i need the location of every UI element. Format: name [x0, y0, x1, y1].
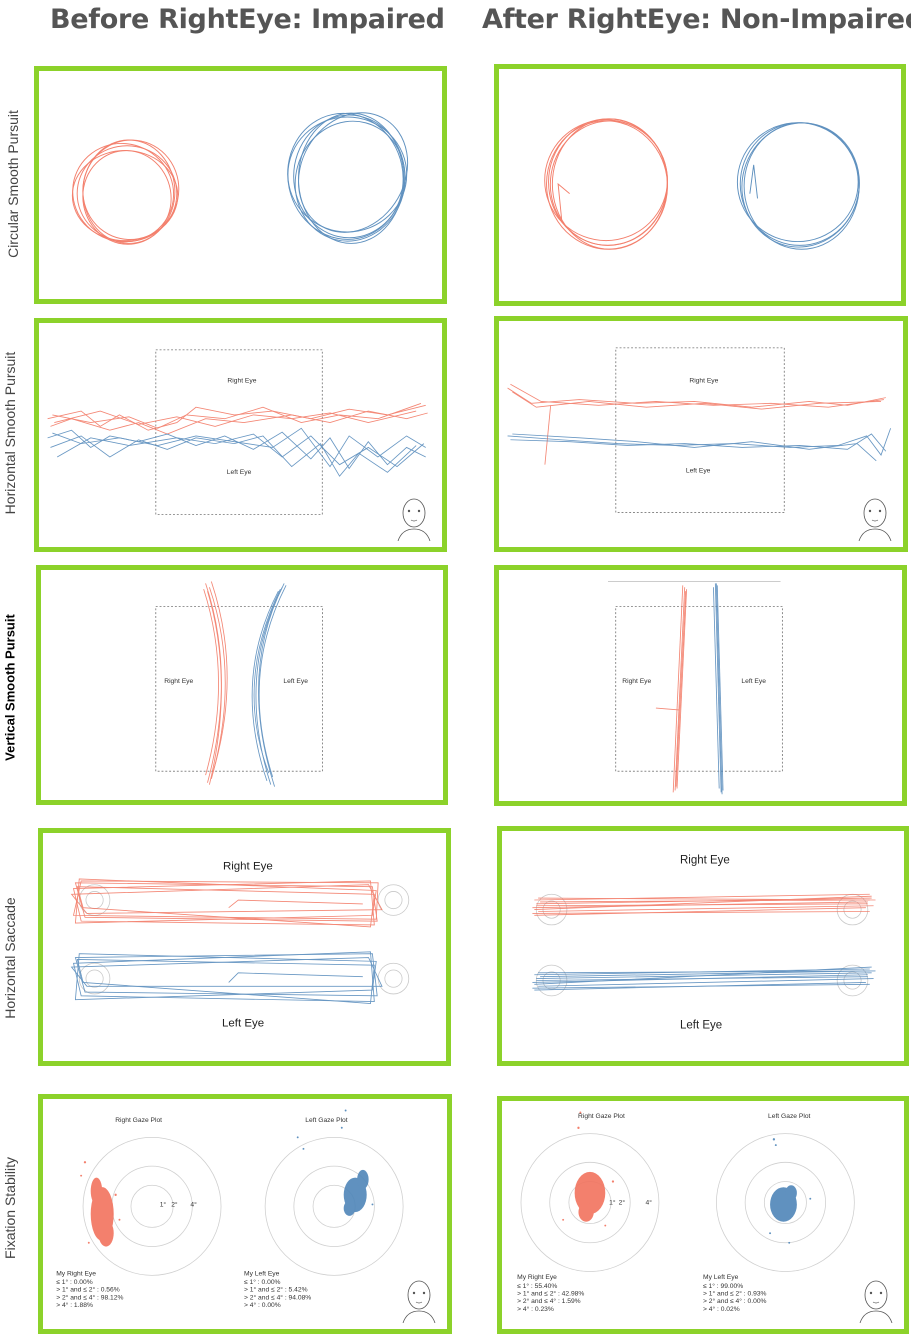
- before-right-stat-2: > 2° and ≤ 4° : 98.12%: [56, 1293, 123, 1301]
- before-circular-panel: [34, 66, 447, 304]
- right-eye-label: Right Eye: [689, 377, 718, 384]
- before-horizontal-pursuit-panel: Right Eye Left Eye: [34, 318, 447, 552]
- after-left-stat-2: > 2° and ≤ 4° : 0.00%: [703, 1297, 767, 1305]
- after-horizontal-pursuit-plot: Right Eye Left Eye: [507, 347, 892, 514]
- before-fixation-plot: Right Gaze Plot Left Gaze Plot 1° 2° 4° …: [56, 1109, 404, 1309]
- left-eye-label: Left Eye: [222, 1018, 264, 1030]
- before-right-stat-3: > 4° : 1.88%: [56, 1301, 93, 1309]
- left-eye-label: Left Eye: [680, 1019, 722, 1031]
- after-right-stat-2: > 2° and ≤ 4° : 1.59%: [517, 1297, 581, 1305]
- row-label-fixation: Fixation Stability: [2, 1157, 18, 1259]
- right-gaze-label: Right Gaze Plot: [115, 1117, 162, 1124]
- before-saccade-plot: Right Eye Left Eye: [70, 860, 410, 1030]
- ring-1-label: 1°: [160, 1200, 167, 1208]
- after-left-stat-1: > 1° and ≤ 2° : 0.93%: [703, 1289, 767, 1297]
- face-icon: [394, 495, 434, 541]
- after-right-stats-title: My Right Eye: [517, 1274, 557, 1281]
- right-eye-label: Right Eye: [622, 678, 651, 685]
- row-label-circular: Circular Smooth Pursuit: [5, 110, 21, 258]
- after-column-title: After RightEye: Non-Impaired: [482, 4, 911, 35]
- before-right-stat-1: > 1° and ≤ 2° : 0.56%: [56, 1286, 120, 1294]
- face-icon: [856, 1277, 896, 1323]
- ring-2-label: 2°: [171, 1200, 178, 1208]
- right-eye-label: Right Eye: [223, 860, 273, 872]
- ring-2-label: 2°: [619, 1198, 626, 1206]
- before-left-stat-3: > 4° : 0.00%: [244, 1301, 281, 1309]
- row-label-saccade: Horizontal Saccade: [2, 897, 18, 1019]
- after-vertical-pursuit-panel: Right Eye Left Eye: [494, 565, 907, 806]
- before-circular-plot: [71, 112, 409, 245]
- before-right-stat-0: ≤ 1° : 0.00%: [56, 1278, 93, 1286]
- before-vertical-pursuit-panel: Right Eye Left Eye: [36, 565, 448, 805]
- after-left-stat-3: > 4° : 0.02%: [703, 1305, 740, 1313]
- before-vertical-pursuit-plot: Right Eye Left Eye: [155, 581, 323, 787]
- after-left-stats-title: My Left Eye: [703, 1274, 739, 1281]
- before-left-stat-0: ≤ 1° : 0.00%: [244, 1278, 281, 1286]
- after-right-stat-1: > 1° and ≤ 2° : 42.98%: [517, 1289, 584, 1297]
- after-fixation-panel: Right Gaze Plot Left Gaze Plot 1° 2° 4° …: [497, 1096, 909, 1334]
- before-left-stats-title: My Left Eye: [244, 1270, 280, 1277]
- after-circular-plot: [544, 118, 860, 250]
- right-eye-label: Right Eye: [680, 855, 730, 867]
- right-gaze-label: Right Gaze Plot: [578, 1113, 625, 1120]
- before-column-title: Before RightEye: Impaired: [50, 4, 445, 35]
- before-saccade-panel: Right Eye Left Eye: [38, 828, 451, 1066]
- before-right-stats-title: My Right Eye: [56, 1270, 96, 1277]
- ring-4-label: 4°: [190, 1200, 197, 1208]
- left-eye-label: Left Eye: [686, 467, 711, 474]
- ring-4-label: 4°: [646, 1198, 653, 1206]
- left-gaze-label: Left Gaze Plot: [768, 1113, 811, 1120]
- after-saccade-panel: Right Eye Left Eye: [497, 826, 909, 1066]
- after-left-stat-0: ≤ 1° : 99.00%: [703, 1282, 743, 1290]
- after-circular-panel: [494, 64, 906, 306]
- before-horizontal-pursuit-plot: Right Eye Left Eye: [47, 349, 428, 515]
- before-fixation-panel: Right Gaze Plot Left Gaze Plot 1° 2° 4° …: [38, 1094, 452, 1334]
- right-eye-label: Right Eye: [164, 678, 193, 685]
- row-label-horizontal-pursuit: Horizontal Smooth Pursuit: [2, 351, 18, 515]
- row-label-vertical-pursuit: Vertical Smooth Pursuit: [2, 614, 18, 761]
- left-gaze-label: Left Gaze Plot: [305, 1117, 348, 1124]
- left-eye-label: Left Eye: [283, 678, 308, 685]
- left-eye-label: Left Eye: [741, 678, 766, 685]
- before-left-stat-2: > 2° and ≤ 4° : 94.08%: [244, 1293, 311, 1301]
- before-left-stat-1: > 1° and ≤ 2° : 5.42%: [244, 1286, 308, 1294]
- after-right-stat-0: ≤ 1° : 55.40%: [517, 1282, 557, 1290]
- after-horizontal-pursuit-panel: Right Eye Left Eye: [494, 316, 908, 552]
- after-right-stat-3: > 4° : 0.23%: [517, 1305, 554, 1313]
- after-fixation-plot: Right Gaze Plot Left Gaze Plot 1° 2° 4° …: [517, 1111, 855, 1313]
- face-icon: [399, 1277, 439, 1323]
- ring-1-label: 1°: [609, 1198, 616, 1206]
- face-icon: [855, 495, 895, 541]
- after-vertical-pursuit-plot: Right Eye Left Eye: [608, 581, 783, 795]
- left-eye-label: Left Eye: [227, 469, 252, 476]
- right-eye-label: Right Eye: [227, 377, 256, 384]
- after-saccade-plot: Right Eye Left Eye: [532, 855, 876, 1031]
